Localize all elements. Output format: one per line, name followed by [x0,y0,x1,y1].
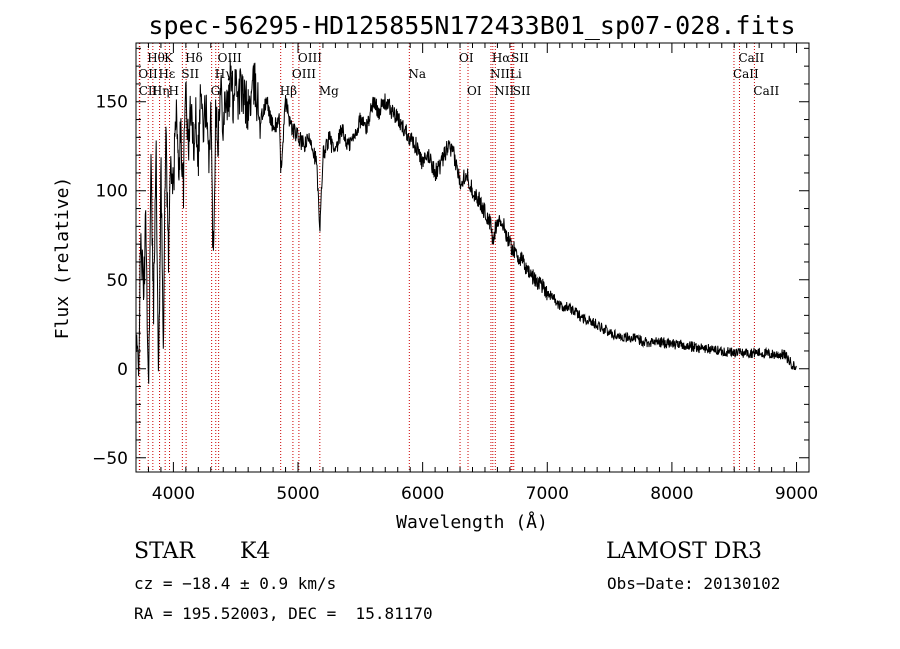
line-label-11: G [211,84,221,98]
y-tick-label: 50 [106,271,128,291]
object-subclass: K4 [240,539,271,564]
line-label-18: OI [467,84,482,98]
y-axis-label: Flux (relative) [52,177,73,340]
line-label-0: Hθ [147,51,165,65]
x-tick-label: 5000 [276,484,319,504]
line-label-3: OII [138,67,158,81]
line-label-7: Hη [152,84,170,98]
line-label-21: NII [490,67,510,81]
line-label-20: SII [511,51,529,65]
chart-title: spec-56295-HD125855N172433B01_sp07-028.f… [148,11,795,40]
redshift-velocity: cz = −18.4 ± 0.9 km/s [134,574,337,593]
line-label-9: OIII [218,51,242,65]
line-label-16: Na [408,67,426,81]
y-tick-label: 0 [117,360,128,380]
x-tick-label: 4000 [152,484,195,504]
x-axis: 4000 5000 6000 7000 8000 9000 [135,43,818,504]
coordinates: RA = 195.52003, DEC = 15.81170 [134,604,433,623]
line-label-12: OIII [298,51,322,65]
line-label-5: SII [181,67,199,81]
x-tick-label: 6000 [401,484,444,504]
y-axis: −50 0 50 100 150 [92,47,809,469]
survey-name: LAMOST DR3 [606,539,762,564]
object-class: STAR [134,539,195,564]
spectrum-series [135,58,797,384]
observation-date: Obs−Date: 20130102 [607,574,781,593]
line-label-13: OIII [292,67,316,81]
line-label-23: NII [494,84,514,98]
line-label-15: Mg [319,84,339,98]
plot-frame [135,42,810,473]
y-tick-label: −50 [92,449,128,469]
line-label-2: Hδ [185,51,203,65]
line-label-25: CaII [738,51,764,65]
line-label-8: H [169,84,179,98]
y-tick-label: 150 [96,93,128,113]
line-label-26: CaII [733,67,759,81]
line-label-24: SII [513,84,531,98]
x-tick-label: 8000 [650,484,693,504]
line-label-10: Hγ [215,67,233,81]
y-tick-label: 100 [96,182,128,202]
line-label-22: Li [510,67,522,81]
x-tick-label: 9000 [775,484,818,504]
line-label-19: Hα [492,51,511,65]
x-tick-label: 7000 [526,484,569,504]
spectrum-line [135,58,797,384]
line-label-27: CaII [753,84,779,98]
x-axis-label: Wavelength (Å) [396,511,548,533]
line-label-17: OI [459,51,474,65]
line-label-4: Hε [159,67,176,81]
line-label-14: Hβ [280,84,297,98]
